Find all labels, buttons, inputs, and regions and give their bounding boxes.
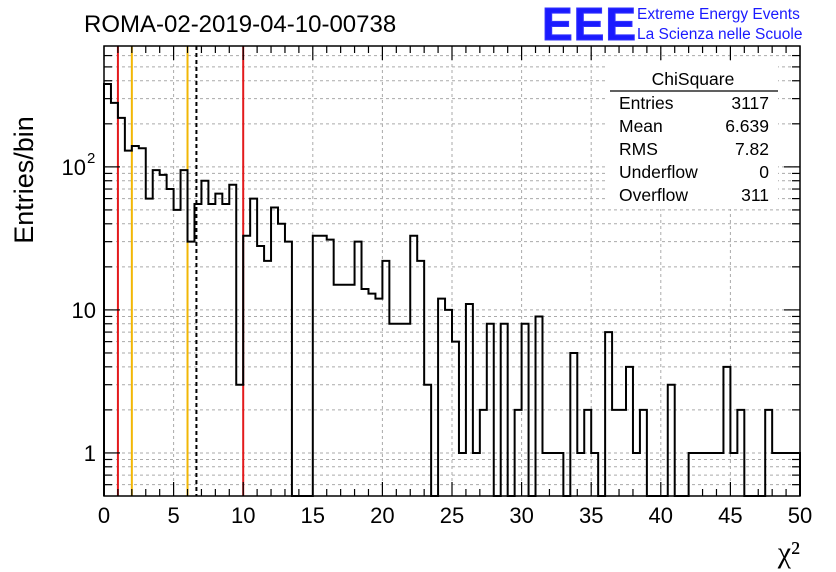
y-axis-label: Entries/bin: [9, 116, 39, 244]
logo-line-2: La Scienza nelle Scuole: [637, 26, 802, 43]
stats-value: 7.82: [735, 139, 769, 159]
y-tick-label: 10: [62, 155, 86, 180]
x-axis-label: χ²: [777, 536, 800, 569]
stats-label: RMS: [619, 139, 658, 159]
x-tick-label: 0: [98, 503, 110, 528]
stats-label: Mean: [619, 116, 663, 136]
x-tick-labels: 0 5 10 15 20 25 30 35 40 45 50: [98, 503, 812, 528]
stats-box: ChiSquare Entries 3117 Mean 6.639 RMS 7.82 Und…: [608, 62, 778, 209]
x-tick-label: 15: [301, 503, 325, 528]
stats-value: 6.639: [725, 116, 769, 136]
x-tick-label: 40: [649, 503, 673, 528]
x-tick-label: 50: [788, 503, 812, 528]
stats-value: 0: [759, 162, 769, 182]
chart-title: ROMA-02-2019-04-10-00738: [84, 11, 396, 38]
stats-header: ChiSquare: [652, 69, 735, 89]
x-tick-label: 5: [167, 503, 179, 528]
stats-label: Underflow: [619, 162, 698, 182]
x-tick-label: 35: [579, 503, 603, 528]
eee-logo: EEE Extreme Energy Events La Scienza nel…: [542, 0, 803, 51]
stats-value: 3117: [731, 93, 769, 113]
y-tick-label: 1: [84, 441, 96, 466]
x-tick-label: 20: [370, 503, 394, 528]
logo-mark: EEE: [542, 0, 637, 50]
x-tick-label: 45: [718, 503, 742, 528]
axis-ticks: [103, 46, 801, 496]
x-tick-label: 25: [440, 503, 464, 528]
stats-label: Entries: [619, 93, 674, 113]
y-tick-label: 10: [72, 298, 96, 323]
logo-line-1: Extreme Energy Events: [637, 6, 800, 23]
stats-label: Overflow: [619, 185, 688, 205]
y-tick-exponent: 2: [87, 150, 95, 167]
stats-value: 311: [741, 185, 769, 205]
x-tick-label: 10: [231, 503, 255, 528]
threshold-lines: [116, 46, 245, 496]
x-tick-label: 30: [509, 503, 533, 528]
